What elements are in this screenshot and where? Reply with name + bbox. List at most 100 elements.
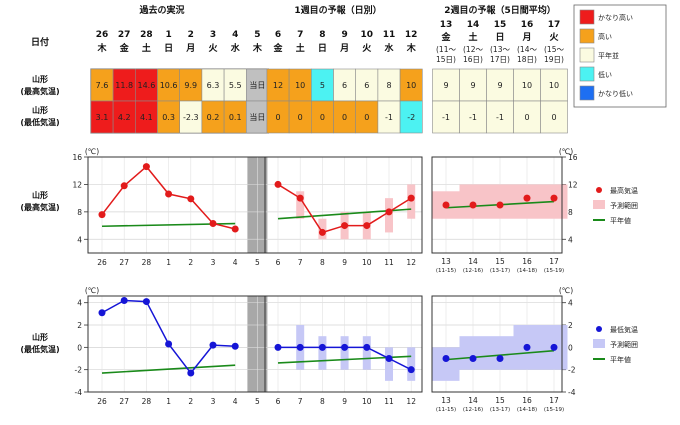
day-weekday: 水 [231, 42, 241, 54]
x-tick-label: 4 [233, 397, 238, 406]
day-number: 10 [361, 30, 374, 40]
day-weekday: 木 [96, 42, 107, 54]
week2-point [523, 343, 531, 351]
x-tick-label: 7 [298, 258, 303, 267]
day-weekday: 土 [296, 42, 305, 54]
y-tick-label-left: 0 [77, 343, 82, 352]
plot-frame-right [431, 156, 563, 254]
day-number: 13 [440, 20, 453, 30]
max-past-value: 当日 [249, 80, 265, 90]
forecast-range-bar [296, 191, 305, 219]
day-number: 7 [297, 30, 303, 40]
day-number: 4 [232, 30, 238, 40]
day-number: 12 [405, 30, 418, 40]
max-past-value: 9.9 [184, 81, 197, 90]
observed-point [187, 369, 195, 377]
observed-point [231, 225, 239, 233]
x-tick-label: 3 [211, 397, 216, 406]
forecast-point [318, 343, 326, 351]
forecast-point [407, 366, 415, 374]
legend-label: かなり高い [598, 13, 633, 22]
x-tick-label: 11 [384, 397, 394, 406]
max-past-value: 10.6 [160, 81, 178, 90]
day-weekday: 木 [252, 42, 263, 54]
max-week2-cell [459, 68, 487, 102]
row-label-min-subtitle: (最低気温) [20, 117, 59, 127]
min-past-value: 0.1 [229, 113, 242, 122]
x-tick-sublabel-week2: (12-16) [463, 268, 483, 274]
x-tick-label: 8 [320, 258, 325, 267]
max-past-value: 7.6 [96, 81, 109, 90]
day-weekday: 火 [208, 43, 218, 54]
unit-label-left: (℃) [85, 147, 99, 156]
x-tick-label-week2: 17 [549, 396, 559, 405]
x-tick-sublabel-week2: (13-17) [490, 268, 510, 274]
day-weekday: 火 [362, 43, 372, 54]
period-range-end: 16日) [463, 55, 483, 64]
day-number: 2 [188, 30, 194, 40]
forecast-point [274, 180, 282, 188]
x-tick-label: 9 [342, 397, 347, 406]
x-tick-sublabel-week2: (15-19) [544, 407, 564, 413]
max-week2-value: 9 [470, 81, 475, 90]
day-number: 3 [210, 30, 216, 40]
period-range-start: (12～ [463, 45, 483, 54]
y-tick-label-left: -2 [75, 366, 83, 375]
y-tick-label-left: 12 [72, 180, 82, 189]
forecast-range-bar [318, 336, 327, 370]
day-weekday: 日 [495, 32, 504, 43]
max-past-value: 6.3 [207, 81, 220, 90]
day-weekday: 月 [339, 43, 349, 54]
max-week1-value: 6 [342, 81, 347, 90]
y-tick-label-left: 8 [77, 208, 82, 217]
legend-swatch [579, 47, 595, 63]
chart-label-max-subtitle: (最高気温) [20, 202, 59, 212]
period-range-start: (11～ [436, 45, 456, 54]
x-tick-label: 10 [362, 258, 372, 267]
day-weekday: 金 [119, 42, 130, 54]
x-tick-label: 1 [166, 397, 171, 406]
x-tick-label-week2: 14 [468, 257, 478, 266]
observed-point [165, 190, 173, 198]
forecast-point [363, 222, 371, 230]
max-week1-value: 5 [320, 81, 325, 90]
x-tick-label: 12 [406, 258, 416, 267]
period-range-start: (15～ [544, 45, 564, 54]
max-week2-cell [486, 68, 514, 102]
x-tick-label-today: 5 [255, 258, 260, 267]
day-weekday: 水 [384, 42, 394, 54]
y-tick-label-right: 16 [568, 153, 578, 162]
x-tick-sublabel-week2: (12-16) [463, 407, 483, 413]
legend-label: 平年並 [598, 51, 619, 60]
min-week1-value: 0 [342, 113, 347, 122]
min-week1-value: 0 [275, 113, 280, 122]
period-range-end: 18日) [517, 55, 537, 64]
day-weekday: 金 [440, 31, 451, 43]
y-tick-label-left: -4 [75, 388, 83, 397]
week2-point [496, 355, 504, 363]
section-past-title: 過去の実況 [138, 4, 184, 16]
legend-label: かなり低い [598, 89, 633, 98]
period-range-end: 19日) [544, 55, 564, 64]
day-number: 8 [319, 30, 325, 40]
x-tick-label-week2: 15 [495, 257, 505, 266]
x-tick-label-week2: 16 [522, 257, 532, 266]
y-tick-label-right: -2 [568, 366, 576, 375]
x-tick-label: 28 [142, 397, 152, 406]
day-number: 16 [521, 20, 534, 30]
chart-legend-label: 予測範囲 [610, 340, 638, 349]
x-tick-label: 7 [298, 397, 303, 406]
forecast-point [341, 343, 349, 351]
week2-point [469, 355, 477, 363]
forecast-point [385, 208, 393, 216]
period-range-end: 17日) [490, 55, 510, 64]
x-tick-label: 27 [119, 397, 129, 406]
x-tick-label: 27 [119, 258, 129, 267]
x-tick-label: 2 [188, 397, 193, 406]
week2-point [442, 201, 450, 209]
legend-swatch [579, 9, 595, 25]
legend-marker-point [596, 187, 602, 193]
period-range-start: (14～ [517, 45, 537, 54]
